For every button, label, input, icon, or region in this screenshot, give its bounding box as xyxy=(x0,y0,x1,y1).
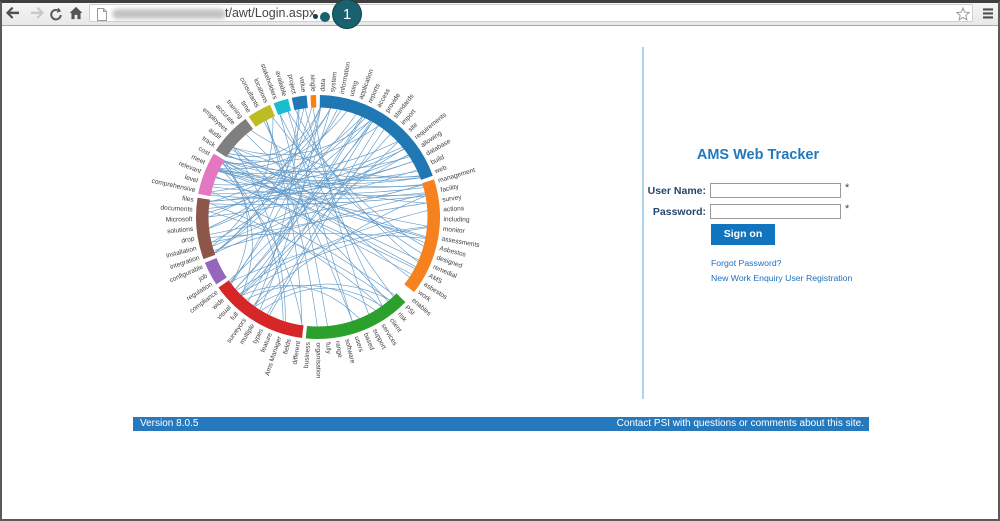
svg-text:fields: fields xyxy=(282,338,293,355)
svg-text:level: level xyxy=(184,174,200,185)
svg-text:organisation: organisation xyxy=(314,343,321,379)
svg-text:facility: facility xyxy=(440,183,460,194)
svg-text:using: using xyxy=(349,80,360,97)
svg-text:software: software xyxy=(343,338,356,364)
svg-text:drop: drop xyxy=(181,236,196,245)
svg-text:business: business xyxy=(303,341,312,368)
svg-text:including: including xyxy=(443,216,469,224)
svg-text:single: single xyxy=(309,74,317,92)
svg-text:value: value xyxy=(298,76,307,93)
svg-text:fully: fully xyxy=(324,342,332,355)
svg-text:Microsoft: Microsoft xyxy=(166,216,193,224)
svg-text:project: project xyxy=(286,74,297,95)
svg-text:users: users xyxy=(353,336,365,354)
svg-text:solutions: solutions xyxy=(167,226,194,236)
svg-text:system: system xyxy=(329,71,338,93)
svg-text:range: range xyxy=(334,340,344,358)
svg-text:survey: survey xyxy=(442,194,463,204)
svg-text:actions: actions xyxy=(443,205,465,213)
svg-text:different: different xyxy=(292,340,303,365)
svg-text:documents: documents xyxy=(160,205,193,214)
svg-text:data: data xyxy=(320,78,328,91)
svg-text:full: full xyxy=(229,311,240,322)
svg-text:job: job xyxy=(197,272,209,283)
svg-text:files: files xyxy=(182,195,195,204)
svg-text:monitor: monitor xyxy=(443,226,466,235)
svg-text:web: web xyxy=(433,164,448,175)
